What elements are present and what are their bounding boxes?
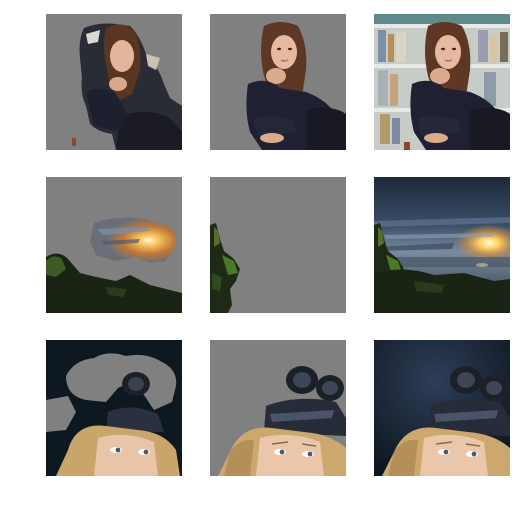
tile-goggles-original — [374, 340, 510, 476]
woman-masked-background-image — [46, 14, 182, 150]
tile-woman-masked-background — [46, 14, 182, 150]
tile-sunset-masked-sky — [46, 177, 182, 313]
sunset-original-image — [374, 177, 510, 313]
tile-sunset-masked-foreground — [210, 177, 346, 313]
tile-woman-original — [374, 14, 510, 150]
sunset-masked-sky-image — [46, 177, 182, 313]
goggles-original-image — [374, 340, 510, 476]
woman-original-image — [374, 14, 510, 150]
tile-woman-masked-foreground — [210, 14, 346, 150]
woman-masked-foreground-image — [210, 14, 346, 150]
goggles-masked-foreground-image — [210, 340, 346, 476]
tile-goggles-masked-background — [46, 340, 182, 476]
tile-sunset-original — [374, 177, 510, 313]
tile-goggles-masked-foreground — [210, 340, 346, 476]
sunset-masked-foreground-image — [210, 177, 346, 313]
goggles-masked-background-image — [46, 340, 182, 476]
